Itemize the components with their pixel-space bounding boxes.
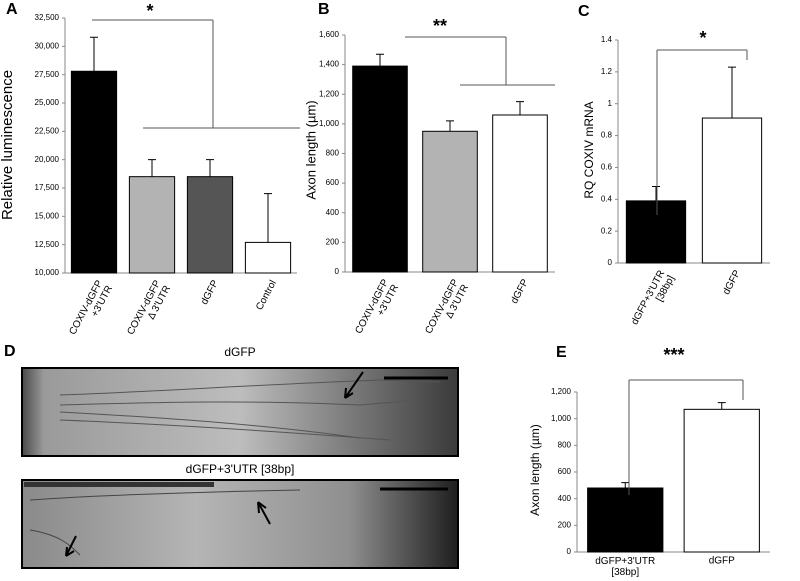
panel-letter: B [318,1,330,18]
y-axis-label: Axon length (µm) [528,424,542,516]
y-tick-label: 0 [608,258,613,267]
arrow [257,501,271,525]
y-tick-label: 1 [608,99,613,108]
x-tick-label: Control [254,278,279,312]
y-tick-label: 12,500 [35,240,60,249]
x-tick-label: dGFP [709,556,735,567]
axons [29,489,301,556]
image-title: dGFP+3'UTR [38bp] [186,462,295,476]
x-tick-label: dGFP+3'UTR[38bp] [629,268,677,331]
x-tick-label: dGFP [199,278,221,307]
y-tick-label: 1,000 [319,119,340,128]
y-tick-label: 0 [335,267,340,276]
bar [625,200,687,264]
error-bar [264,193,272,243]
significance: * [699,28,706,48]
y-tick-label: 400 [558,494,572,503]
y-tick-label: 17,500 [35,183,60,192]
y-tick-label: 25,000 [35,98,60,107]
error-bar [376,53,384,67]
axons [59,379,441,441]
significance: * [146,1,153,21]
panel-letter: C [578,3,590,20]
y-tick-label: 1,400 [319,60,340,69]
bar [701,117,763,264]
error-bar [148,159,156,177]
y-tick-label: 0.6 [601,163,613,172]
y-tick-label: 600 [558,467,572,476]
y-tick-label: 1,000 [551,414,572,423]
y-tick-label: 600 [326,178,340,187]
image-title: dGFP [224,345,255,359]
y-tick-label: 22,500 [35,126,60,135]
micrograph [21,367,459,457]
bar [70,70,118,274]
error-bar [516,101,524,115]
x-tick-label: COXIV-dGFP+3'UTR [353,277,401,341]
error-bar [621,482,630,488]
y-tick-label: 1.4 [601,35,613,44]
bar [422,130,478,273]
bar [683,408,760,553]
y-tick-label: 32,500 [35,13,60,22]
x-tick-label: dGFP [721,268,743,297]
significance: ** [433,16,447,36]
panel-letter: E [556,344,567,361]
y-tick-label: 200 [558,520,572,529]
error-bar [652,186,660,201]
error-bar [206,159,214,177]
y-tick-label: 10,000 [35,268,60,277]
panel-letter: D [4,343,16,360]
bar [352,65,408,273]
y-axis-label: Axon length (µm) [303,100,318,199]
y-tick-label: 0.4 [601,194,613,203]
micrograph [21,479,459,569]
bar [186,176,234,274]
y-tick-label: 1,600 [319,30,340,39]
bar [244,241,292,274]
x-tick-label: dGFP+3'UTR[38bp] [595,556,655,578]
arrow [65,535,77,557]
error-bar [90,36,98,72]
y-tick-label: 30,000 [35,41,60,50]
y-tick-label: 400 [326,208,340,217]
y-tick-label: 20,000 [35,155,60,164]
y-tick-label: 1,200 [319,89,340,98]
bar [492,114,548,273]
y-axis-label: Relative luminescence [0,70,16,220]
y-tick-label: 0 [567,547,572,556]
bar [587,487,664,553]
y-tick-label: 15,000 [35,211,60,220]
y-tick-label: 27,500 [35,70,60,79]
x-tick-label: COXIV-dGFPΔ 3'UTR [125,278,173,342]
x-tick-label: COXIV-dGFPΔ 3'UTR [423,277,471,341]
x-tick-label: COXIV-dGFP+3'UTR [67,278,115,342]
y-tick-label: 0.8 [601,131,613,140]
arrow [344,371,364,399]
y-tick-label: 800 [558,440,572,449]
error-bar [717,402,726,410]
y-tick-label: 800 [326,149,340,158]
edge [24,482,214,487]
y-tick-label: 1,200 [551,387,572,396]
y-axis-label: RQ COXIV mRNA [582,101,596,198]
error-bar [446,120,454,132]
y-tick-label: 1.2 [601,67,613,76]
panel-letter: A [6,1,18,18]
bar [128,176,176,274]
error-bar [728,66,736,119]
y-tick-label: 200 [326,237,340,246]
x-tick-label: dGFP [509,277,531,306]
significance: *** [663,345,684,365]
y-tick-label: 0.2 [601,226,613,235]
